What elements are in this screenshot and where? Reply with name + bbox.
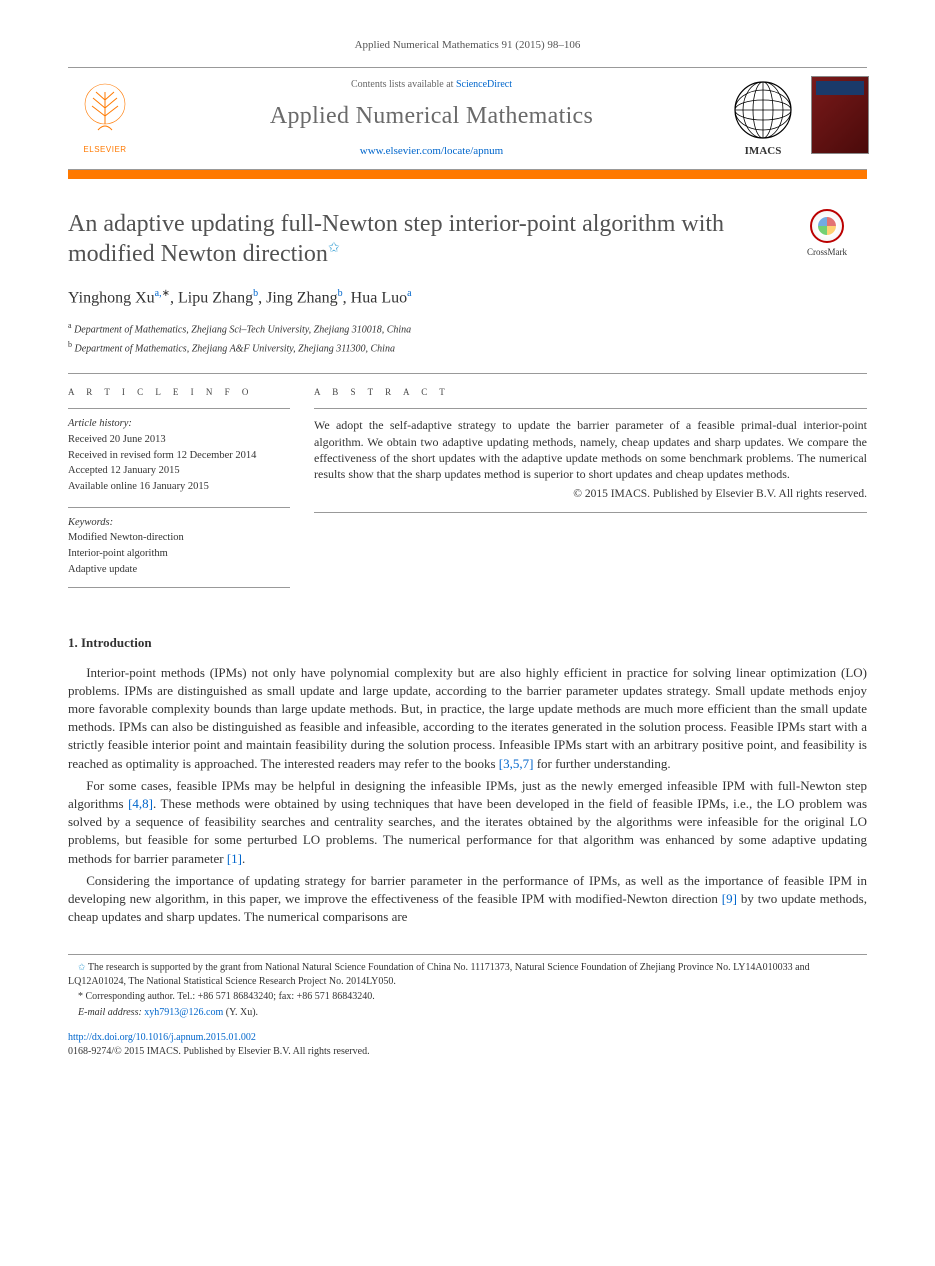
journal-homepage-link[interactable]: www.elsevier.com/locate/apnum: [360, 145, 503, 157]
footnote-corr-text: Corresponding author. Tel.: +86 571 8684…: [86, 991, 375, 1002]
intro-para-3: Considering the importance of updating s…: [68, 872, 867, 927]
article-info-column: A R T I C L E I N F O Article history: R…: [68, 386, 290, 600]
author-2: Lipu Zhang: [178, 290, 253, 307]
footnote-corresponding: * Corresponding author. Tel.: +86 571 86…: [68, 990, 867, 1004]
affiliation-a-text: Department of Mathematics, Zhejiang Sci–…: [74, 324, 411, 335]
imacs-label: IMACS: [745, 144, 782, 159]
author-2-affil[interactable]: b: [253, 288, 258, 299]
title-text: An adaptive updating full-Newton step in…: [68, 211, 724, 267]
author-1: Yinghong Xu: [68, 290, 155, 307]
cover-image: [811, 76, 869, 154]
article-history: Article history: Received 20 June 2013 R…: [68, 408, 290, 494]
cite-4-8[interactable]: [4,8]: [128, 796, 153, 811]
orange-divider-bar: [68, 170, 867, 179]
cite-3-5-7[interactable]: [3,5,7]: [499, 756, 534, 771]
keywords-block: Keywords: Modified Newton-direction Inte…: [68, 507, 290, 588]
journal-name: Applied Numerical Mathematics: [142, 100, 721, 134]
imacs-logo: IMACS: [721, 68, 805, 169]
footnote-email-label: E-mail address:: [78, 1007, 142, 1018]
journal-header: ELSEVIER Contents lists available at Sci…: [68, 67, 867, 170]
cite-1[interactable]: [1]: [227, 851, 242, 866]
keyword-2: Interior-point algorithm: [68, 547, 290, 562]
history-label: Article history:: [68, 417, 290, 432]
crossmark-badge[interactable]: CrossMark: [787, 209, 867, 259]
contents-prefix: Contents lists available at: [351, 79, 456, 90]
divider-top: [68, 373, 867, 374]
bottom-legal: http://dx.doi.org/10.1016/j.apnum.2015.0…: [68, 1031, 867, 1059]
footnote-funding-text: The research is supported by the grant f…: [68, 962, 810, 987]
abstract-copyright: © 2015 IMACS. Published by Elsevier B.V.…: [314, 486, 867, 502]
intro-p2c: .: [242, 851, 245, 866]
author-4: Hua Luo: [351, 290, 407, 307]
footnotes: ✩ The research is supported by the grant…: [68, 954, 867, 1019]
intro-p1-tail: for further understanding.: [533, 756, 670, 771]
keywords-label: Keywords:: [68, 516, 290, 531]
elsevier-logo: ELSEVIER: [68, 68, 142, 169]
crossmark-icon: [810, 209, 844, 243]
footnote-funding: ✩ The research is supported by the grant…: [68, 961, 867, 988]
abstract-text: We adopt the self-adaptive strategy to u…: [314, 417, 867, 482]
globe-icon: [731, 78, 795, 142]
intro-p1-text: Interior-point methods (IPMs) not only h…: [68, 665, 867, 771]
footnote-corr-star-icon: *: [78, 991, 83, 1002]
abstract-column: A B S T R A C T We adopt the self-adapti…: [314, 386, 867, 600]
sciencedirect-link[interactable]: ScienceDirect: [456, 79, 512, 90]
history-online: Available online 16 January 2015: [68, 480, 290, 495]
section-1-heading: 1. Introduction: [68, 634, 867, 652]
history-received: Received 20 June 2013: [68, 433, 290, 448]
elsevier-label: ELSEVIER: [83, 144, 126, 155]
elsevier-tree-icon: [78, 82, 132, 142]
affiliation-b-text: Department of Mathematics, Zhejiang A&F …: [75, 344, 395, 355]
keyword-3: Adaptive update: [68, 563, 290, 578]
cite-9[interactable]: [9]: [722, 891, 737, 906]
issn-copyright: 0168-9274/© 2015 IMACS. Published by Els…: [68, 1045, 867, 1059]
intro-para-1: Interior-point methods (IPMs) not only h…: [68, 664, 867, 773]
footnote-email: E-mail address: xyh7913@126.com (Y. Xu).: [68, 1006, 867, 1020]
affiliation-b: b Department of Mathematics, Zhejiang A&…: [68, 339, 867, 356]
history-revised: Received in revised form 12 December 201…: [68, 449, 290, 464]
author-1-corr-star-icon: ∗: [162, 288, 170, 299]
author-3: Jing Zhang: [266, 290, 338, 307]
keyword-1: Modified Newton-direction: [68, 531, 290, 546]
intro-para-2: For some cases, feasible IPMs may be hel…: [68, 777, 867, 868]
contents-available: Contents lists available at ScienceDirec…: [142, 78, 721, 92]
footnote-email-link[interactable]: xyh7913@126.com: [144, 1007, 223, 1018]
history-accepted: Accepted 12 January 2015: [68, 464, 290, 479]
doi-link[interactable]: http://dx.doi.org/10.1016/j.apnum.2015.0…: [68, 1032, 256, 1043]
abstract-heading: A B S T R A C T: [314, 386, 867, 399]
title-footnote-star-icon: ✩: [328, 241, 340, 256]
footnote-email-who: (Y. Xu).: [223, 1007, 258, 1018]
crossmark-label: CrossMark: [807, 247, 847, 257]
author-4-affil[interactable]: a: [407, 288, 411, 299]
article-info-heading: A R T I C L E I N F O: [68, 386, 290, 399]
footnote-star-icon: ✩: [78, 962, 86, 972]
intro-p2b: . These methods were obtained by using t…: [68, 796, 867, 866]
author-list: Yinghong Xua,∗, Lipu Zhangb, Jing Zhangb…: [68, 287, 867, 310]
author-3-affil[interactable]: b: [338, 288, 343, 299]
header-center: Contents lists available at ScienceDirec…: [142, 68, 721, 169]
affiliation-a: a Department of Mathematics, Zhejiang Sc…: [68, 320, 867, 337]
journal-reference: Applied Numerical Mathematics 91 (2015) …: [68, 38, 867, 53]
journal-cover-thumb: [805, 68, 867, 169]
article-title: An adaptive updating full-Newton step in…: [68, 209, 787, 269]
